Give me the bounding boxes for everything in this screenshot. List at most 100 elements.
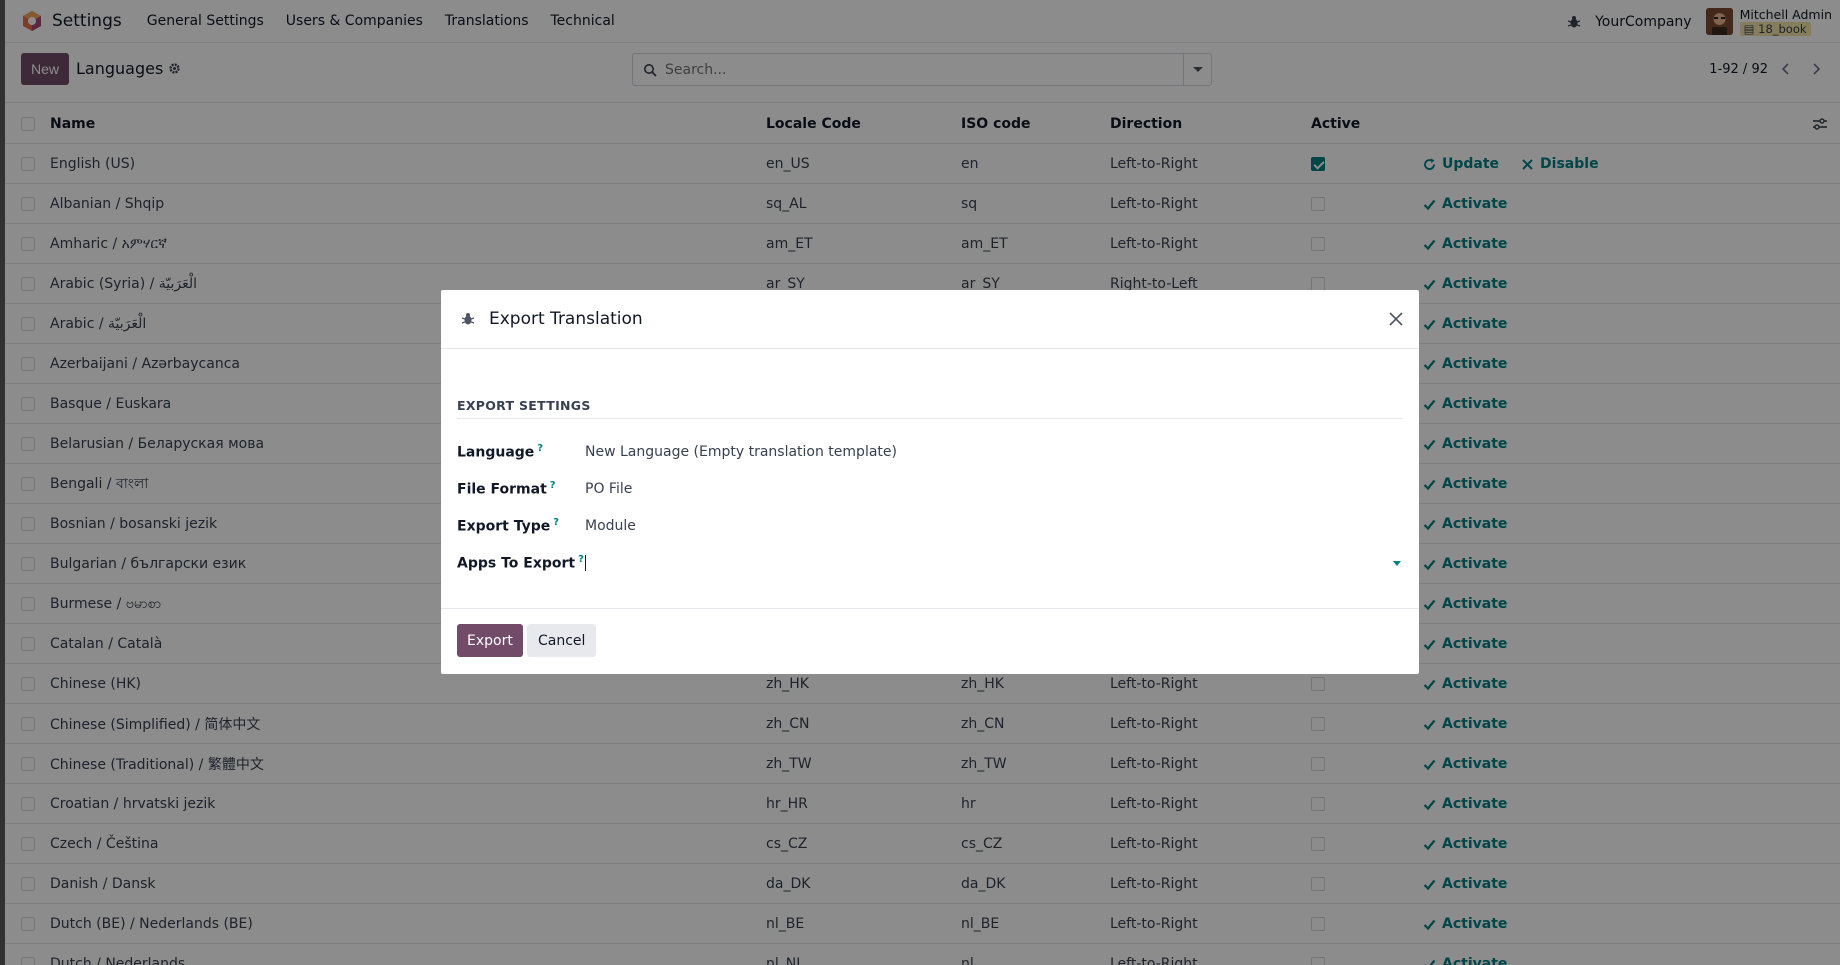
row-select-checkbox[interactable] — [21, 797, 35, 811]
disable-button[interactable]: Disable — [1521, 156, 1599, 172]
activate-button[interactable]: Activate — [1423, 956, 1507, 965]
activate-button[interactable]: Activate — [1423, 916, 1507, 932]
help-tooltip-icon[interactable]: ? — [549, 480, 556, 492]
activate-button[interactable]: Activate — [1423, 236, 1507, 252]
activate-button[interactable]: Activate — [1423, 556, 1507, 572]
close-icon[interactable] — [1385, 308, 1407, 330]
file-format-value[interactable]: PO File — [585, 481, 633, 497]
active-checkbox[interactable] — [1311, 717, 1325, 731]
row-select-checkbox[interactable] — [21, 237, 35, 251]
column-direction[interactable]: Direction — [1110, 116, 1183, 132]
activate-button[interactable]: Activate — [1423, 876, 1507, 892]
column-active[interactable]: Active — [1311, 116, 1361, 132]
menu-technical[interactable]: Technical — [550, 13, 615, 29]
row-select-checkbox[interactable] — [21, 917, 35, 931]
table-row[interactable]: Czech / Čeština cs_CZ cs_CZ Left-to-Right Ac… — [5, 824, 1840, 864]
help-tooltip-icon[interactable]: ? — [578, 554, 584, 566]
menu-users-companies[interactable]: Users & Companies — [285, 13, 423, 29]
user-menu[interactable]: Mitchell Admin ▤ 18_book — [1739, 7, 1832, 36]
row-select-checkbox[interactable] — [21, 477, 35, 491]
user-avatar[interactable] — [1705, 8, 1733, 35]
row-select-checkbox[interactable] — [21, 957, 35, 965]
table-row[interactable]: Danish / Dansk da_DK da_DK Left-to-Right Act… — [5, 864, 1840, 904]
activate-button[interactable]: Activate — [1423, 836, 1507, 852]
active-checkbox[interactable] — [1311, 757, 1325, 771]
apps-to-export-input[interactable] — [585, 551, 1403, 575]
search-options-toggle[interactable] — [1183, 54, 1211, 85]
help-tooltip-icon[interactable]: ? — [537, 443, 544, 455]
pager-previous-button[interactable] — [1774, 57, 1798, 81]
active-checkbox[interactable] — [1311, 197, 1325, 211]
menu-translations[interactable]: Translations — [444, 13, 529, 29]
table-row[interactable]: Dutch (BE) / Nederlands (BE) nl_BE nl_BE Le… — [5, 904, 1840, 944]
pager-next-button[interactable] — [1804, 57, 1828, 81]
active-checkbox[interactable] — [1311, 797, 1325, 811]
app-brand[interactable]: Settings — [21, 10, 136, 32]
row-select-checkbox[interactable] — [21, 637, 35, 651]
row-select-checkbox[interactable] — [21, 397, 35, 411]
export-type-value[interactable]: Module — [585, 518, 636, 534]
company-switcher[interactable]: YourCompany — [1595, 13, 1692, 30]
activate-button[interactable]: Activate — [1423, 716, 1507, 732]
gear-icon[interactable] — [168, 62, 181, 75]
active-checkbox[interactable] — [1311, 837, 1325, 851]
active-checkbox[interactable] — [1311, 917, 1325, 931]
caret-down-icon[interactable] — [1393, 561, 1401, 566]
activate-button[interactable]: Activate — [1423, 756, 1507, 772]
activate-button[interactable]: Activate — [1423, 596, 1507, 612]
activate-button[interactable]: Activate — [1423, 316, 1507, 332]
search-input[interactable] — [665, 61, 1185, 78]
language-value[interactable]: New Language (Empty translation template… — [585, 444, 897, 460]
row-select-checkbox[interactable] — [21, 357, 35, 371]
activate-button[interactable]: Activate — [1423, 276, 1507, 292]
active-checkbox[interactable] — [1311, 157, 1325, 171]
activate-button[interactable]: Activate — [1423, 636, 1507, 652]
activate-button[interactable]: Activate — [1423, 356, 1507, 372]
row-select-checkbox[interactable] — [21, 317, 35, 331]
column-name[interactable]: Name — [50, 116, 96, 132]
select-all-checkbox[interactable] — [21, 117, 35, 131]
activate-button[interactable]: Activate — [1423, 476, 1507, 492]
row-select-checkbox[interactable] — [21, 157, 35, 171]
activate-button[interactable]: Activate — [1423, 676, 1507, 692]
row-select-checkbox[interactable] — [21, 197, 35, 211]
table-row[interactable]: Dutch / Nederlands nl_NL nl Left-to-Right Ac… — [5, 944, 1840, 965]
cancel-button[interactable]: Cancel — [527, 624, 597, 657]
active-checkbox[interactable] — [1311, 677, 1325, 691]
active-checkbox[interactable] — [1311, 237, 1325, 251]
row-select-checkbox[interactable] — [21, 837, 35, 851]
new-button[interactable]: New — [21, 53, 70, 85]
column-iso-code[interactable]: ISO code — [961, 116, 1031, 132]
activate-button[interactable]: Activate — [1423, 436, 1507, 452]
row-select-checkbox[interactable] — [21, 597, 35, 611]
table-row[interactable]: Chinese (Traditional) / 繁體中文 zh_TW zh_TW Le… — [5, 744, 1840, 784]
activate-button[interactable]: Activate — [1423, 796, 1507, 812]
activate-button[interactable]: Activate — [1423, 516, 1507, 532]
row-select-checkbox[interactable] — [21, 877, 35, 891]
active-checkbox[interactable] — [1311, 957, 1325, 965]
activate-button[interactable]: Activate — [1423, 196, 1507, 212]
menu-general-settings[interactable]: General Settings — [146, 13, 264, 29]
row-select-checkbox[interactable] — [21, 437, 35, 451]
row-select-checkbox[interactable] — [21, 677, 35, 691]
table-row[interactable]: Albanian / Shqip sq_AL sq Left-to-Right Acti… — [5, 184, 1840, 224]
row-select-checkbox[interactable] — [21, 757, 35, 771]
table-row[interactable]: Chinese (HK) zh_HK zh_HK Left-to-Right Activ… — [5, 664, 1840, 704]
row-select-checkbox[interactable] — [21, 277, 35, 291]
row-select-checkbox[interactable] — [21, 717, 35, 731]
activate-button[interactable]: Activate — [1423, 396, 1507, 412]
table-row[interactable]: Amharic / አምሃርኛ am_ET am_ET Left-to-Right Ac… — [5, 224, 1840, 264]
table-row[interactable]: English (US) en_US en Left-to-Right Update Di… — [5, 144, 1840, 184]
table-row[interactable]: Croatian / hrvatski jezik hr_HR hr Left-to-… — [5, 784, 1840, 824]
row-select-checkbox[interactable] — [21, 557, 35, 571]
export-button[interactable]: Export — [457, 624, 523, 657]
optional-columns-icon[interactable] — [1812, 117, 1828, 131]
active-checkbox[interactable] — [1311, 877, 1325, 891]
debug-bug-icon[interactable] — [1567, 15, 1581, 29]
table-row[interactable]: Chinese (Simplified) / 简体中文 zh_CN zh_CN Lef… — [5, 704, 1840, 744]
pager-value[interactable]: 1-92 / 92 — [1709, 61, 1768, 77]
update-button[interactable]: Update — [1423, 156, 1499, 172]
help-tooltip-icon[interactable]: ? — [553, 517, 560, 529]
row-select-checkbox[interactable] — [21, 517, 35, 531]
column-locale-code[interactable]: Locale Code — [766, 116, 861, 132]
